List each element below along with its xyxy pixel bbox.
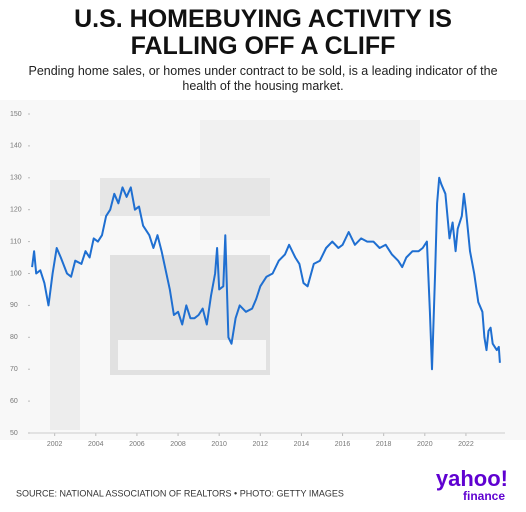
y-tick-label: 100 bbox=[10, 270, 22, 277]
x-tick-label: 2004 bbox=[88, 441, 104, 448]
y-tick-label: 90 bbox=[10, 302, 18, 309]
y-tick-label: 140 bbox=[10, 143, 22, 150]
x-tick-label: 2008 bbox=[170, 441, 186, 448]
y-tick-label: 150 bbox=[10, 111, 22, 118]
x-tick-label: 2006 bbox=[129, 441, 145, 448]
data-line bbox=[31, 176, 501, 371]
y-tick-label: 130 bbox=[10, 175, 22, 182]
chart-title: U.S. HOMEBUYING ACTIVITY IS FALLING OFF … bbox=[74, 5, 452, 60]
y-tick-label: 50 bbox=[10, 430, 18, 437]
y-tick-label: 70 bbox=[10, 366, 18, 373]
x-tick-label: 2010 bbox=[211, 441, 227, 448]
logo: yahoo! bbox=[436, 466, 508, 491]
y-tick-label: 110 bbox=[10, 238, 21, 245]
x-tick-label: 2022 bbox=[458, 441, 474, 448]
y-tick-label: 120 bbox=[10, 207, 22, 214]
x-tick-label: 2018 bbox=[376, 441, 392, 448]
x-tick-label: 2016 bbox=[335, 441, 351, 448]
y-tick-label: 80 bbox=[10, 334, 18, 341]
y-tick-label: 60 bbox=[10, 398, 18, 405]
source: SOURCE: NATIONAL ASSOCIATION OF REALTORS… bbox=[16, 488, 344, 498]
x-tick-label: 2002 bbox=[47, 441, 63, 448]
x-tick-label: 2014 bbox=[294, 441, 310, 448]
x-tick-label: 2020 bbox=[417, 441, 433, 448]
background-photo bbox=[0, 100, 526, 440]
logo-sub: finance bbox=[463, 489, 505, 503]
chart-subtitle: Pending home sales, or homes under contr… bbox=[28, 64, 498, 93]
x-tick-label: 2012 bbox=[253, 441, 269, 448]
